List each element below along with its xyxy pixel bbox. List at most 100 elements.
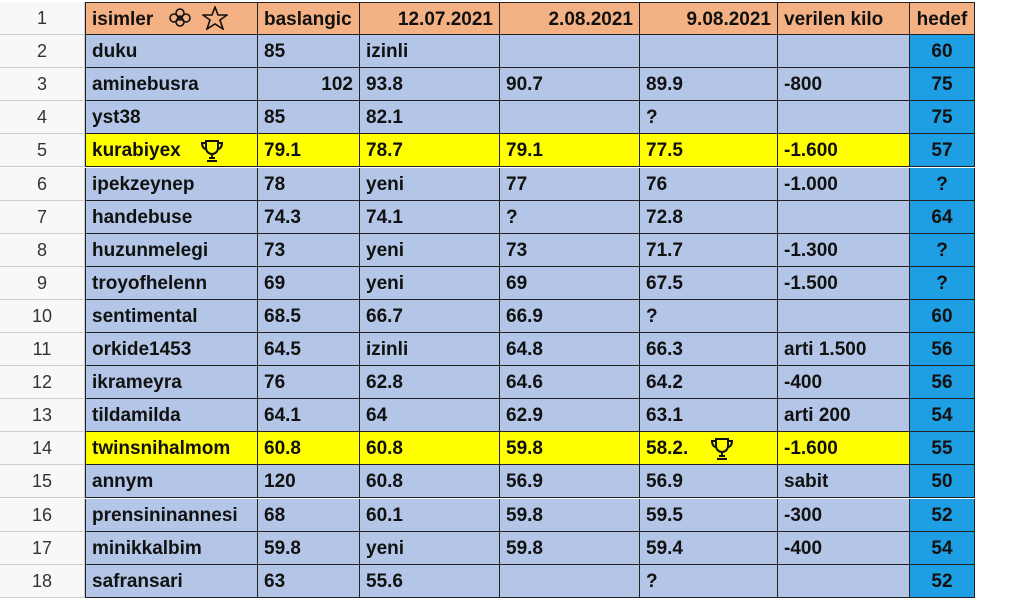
row-number: 1: [0, 2, 85, 36]
data-cell: 56.9: [640, 465, 778, 499]
data-cell: 75: [910, 68, 975, 102]
name-cell: safransari: [85, 564, 258, 598]
data-cell: 76: [640, 167, 778, 201]
data-cell: 59.8: [500, 432, 640, 466]
name-cell: twinsnihalmom: [85, 432, 258, 466]
data-cell: 79.1: [258, 134, 360, 168]
data-cell: -1.600: [778, 432, 910, 466]
data-cell: [500, 564, 640, 598]
data-cell: 52: [910, 498, 975, 532]
data-cell: yeni: [360, 233, 500, 267]
data-cell: 78.7: [360, 134, 500, 168]
name-cell: annym: [85, 465, 258, 499]
data-cell: arti 1.500: [778, 333, 910, 367]
data-cell: 56: [910, 366, 975, 400]
name-cell: orkide1453: [85, 333, 258, 367]
data-cell: ?: [910, 167, 975, 201]
data-cell: 64.5: [258, 333, 360, 367]
data-cell: 66.3: [640, 333, 778, 367]
data-cell: 59.5: [640, 498, 778, 532]
data-cell: 90.7: [500, 68, 640, 102]
row-number: 3: [0, 68, 85, 102]
data-cell: 55.6: [360, 564, 500, 598]
data-cell: -1.300: [778, 233, 910, 267]
data-cell: 59.4: [640, 531, 778, 565]
data-cell: 56: [910, 333, 975, 367]
data-cell: 69: [500, 266, 640, 300]
data-cell: 64.8: [500, 333, 640, 367]
row-number: 7: [0, 200, 85, 234]
row-number: 8: [0, 233, 85, 267]
data-cell: 77: [500, 167, 640, 201]
header-cell: 9.08.2021: [640, 2, 778, 36]
data-cell: 69: [258, 266, 360, 300]
data-cell: 60.1: [360, 498, 500, 532]
data-cell: ?: [910, 233, 975, 267]
header-cell: isimler: [85, 2, 258, 36]
row-number: 10: [0, 299, 85, 333]
row-number: 15: [0, 465, 85, 499]
data-cell: [500, 35, 640, 69]
data-cell: ?: [640, 299, 778, 333]
data-cell: 82.1: [360, 101, 500, 135]
name-cell: kurabiyex: [85, 134, 258, 168]
name-cell: ipekzeynep: [85, 167, 258, 201]
data-cell: 64.2: [640, 366, 778, 400]
data-cell: 66.7: [360, 299, 500, 333]
row-number: 4: [0, 101, 85, 135]
data-cell: 67.5: [640, 266, 778, 300]
data-cell: 60.8: [360, 432, 500, 466]
data-cell: 89.9: [640, 68, 778, 102]
name-cell: sentimental: [85, 299, 258, 333]
data-cell: 85: [258, 101, 360, 135]
row-number: 12: [0, 366, 85, 400]
data-cell: 58.2.: [640, 432, 778, 466]
data-cell: 73: [258, 233, 360, 267]
data-cell: -300: [778, 498, 910, 532]
data-cell: [778, 564, 910, 598]
data-cell: 77.5: [640, 134, 778, 168]
data-cell: 57: [910, 134, 975, 168]
data-cell: -800: [778, 68, 910, 102]
data-cell: -400: [778, 531, 910, 565]
data-cell: 55: [910, 432, 975, 466]
data-cell: 59.8: [500, 531, 640, 565]
name-cell: aminebusra: [85, 68, 258, 102]
data-cell: 71.7: [640, 233, 778, 267]
data-cell: [778, 200, 910, 234]
name-cell: tildamilda: [85, 399, 258, 433]
name-cell: prensininannesi: [85, 498, 258, 532]
row-number: 6: [0, 167, 85, 201]
data-cell: 66.9: [500, 299, 640, 333]
data-cell: 60: [910, 35, 975, 69]
data-cell: 102: [258, 68, 360, 102]
data-cell: [778, 35, 910, 69]
data-cell: -1.600: [778, 134, 910, 168]
data-cell: ?: [910, 266, 975, 300]
flower-icon: [169, 8, 191, 27]
data-cell: 64: [360, 399, 500, 433]
data-cell: ?: [500, 200, 640, 234]
data-cell: 75: [910, 101, 975, 135]
header-cell: 2.08.2021: [500, 2, 640, 36]
name-cell: huzunmelegi: [85, 233, 258, 267]
data-cell: 63.1: [640, 399, 778, 433]
data-cell: -1.500: [778, 266, 910, 300]
data-cell: 72.8: [640, 200, 778, 234]
data-cell: 120: [258, 465, 360, 499]
data-cell: 78: [258, 167, 360, 201]
data-cell: ?: [640, 564, 778, 598]
data-cell: 50: [910, 465, 975, 499]
data-cell: 64.1: [258, 399, 360, 433]
row-number: 16: [0, 498, 85, 532]
data-cell: 63: [258, 564, 360, 598]
data-cell: 64.6: [500, 366, 640, 400]
data-cell: 76: [258, 366, 360, 400]
data-cell: 54: [910, 531, 975, 565]
row-number: 13: [0, 399, 85, 433]
data-cell: izinli: [360, 333, 500, 367]
data-cell: 79.1: [500, 134, 640, 168]
data-cell: 85: [258, 35, 360, 69]
star-icon: [202, 6, 228, 30]
data-cell: 68.5: [258, 299, 360, 333]
